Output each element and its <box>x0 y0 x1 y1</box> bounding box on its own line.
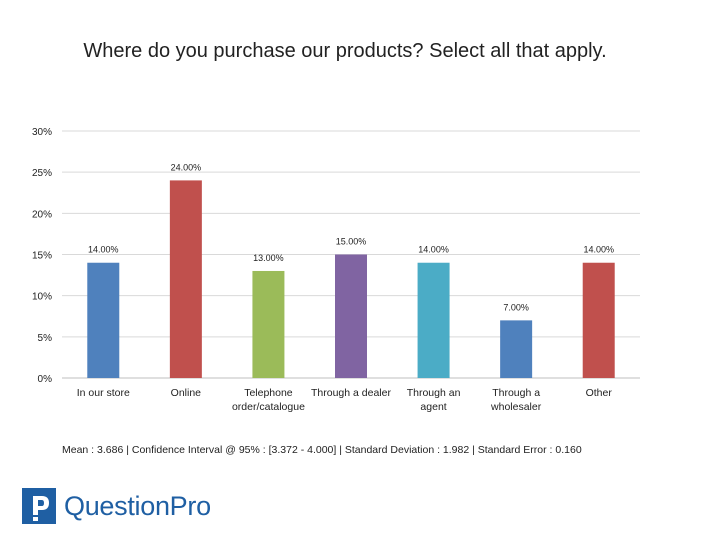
y-tick-label: 5% <box>38 333 53 344</box>
bar-chart: 0% 5% 10% 15% 20% 25% 30% 14.00% In our store 24.… <box>32 127 640 413</box>
logo-wordmark: QuestionPro <box>64 490 211 521</box>
x-tick-label: Other <box>586 387 613 399</box>
data-label: 14.00% <box>88 245 119 255</box>
y-tick-label: 10% <box>32 292 52 303</box>
y-tick-label: 25% <box>32 168 52 179</box>
bar <box>335 254 367 378</box>
questionpro-logo-icon <box>22 488 56 524</box>
x-tick-label: Through a dealer <box>311 387 391 399</box>
x-tick-label: Telephone order/catalogue <box>232 387 305 413</box>
data-label: 24.00% <box>171 162 202 172</box>
y-tick-label: 0% <box>38 374 53 385</box>
x-tick-label: In our store <box>77 387 130 399</box>
bar <box>500 320 533 378</box>
x-tick-label: Through a wholesaler <box>490 387 542 413</box>
x-tick-label: Online <box>171 387 202 399</box>
bar <box>87 262 120 378</box>
x-tick-label: Through an agent <box>407 387 461 413</box>
data-label: 7.00% <box>503 302 529 312</box>
y-tick-label: 15% <box>32 251 52 262</box>
data-label: 14.00% <box>583 245 614 255</box>
y-tick-label: 20% <box>32 209 52 220</box>
data-label: 14.00% <box>418 245 449 255</box>
y-tick-label: 30% <box>32 127 52 138</box>
bar <box>252 270 285 378</box>
bar <box>169 180 202 378</box>
bar <box>417 262 450 378</box>
questionpro-logo: QuestionPro <box>22 486 211 526</box>
data-label: 13.00% <box>253 253 284 263</box>
data-label: 15.00% <box>336 237 367 247</box>
bar <box>582 262 615 378</box>
chart-title: Where do you purchase our products? Sele… <box>83 40 607 62</box>
statistics-summary: Mean : 3.686 | Confidence Interval @ 95%… <box>62 444 582 456</box>
